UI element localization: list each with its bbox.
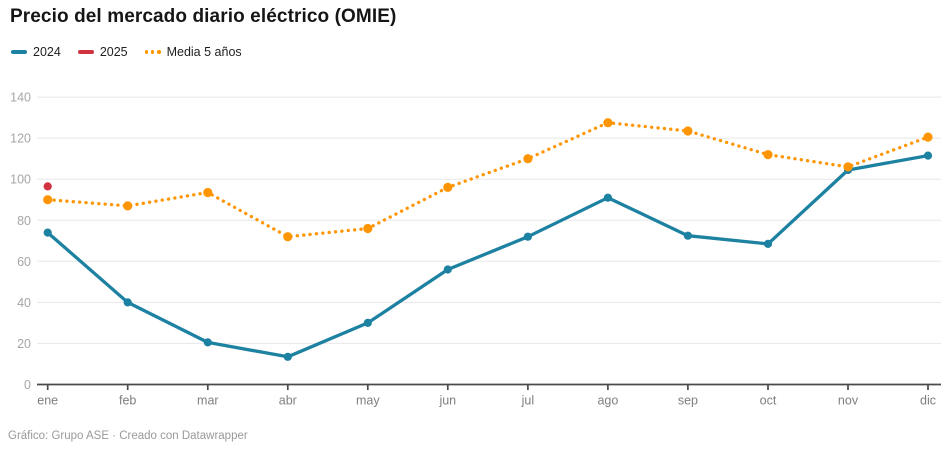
series-media-5-a-os	[43, 118, 933, 242]
data-point-2024[interactable]	[603, 193, 613, 202]
data-point-2024[interactable]	[203, 338, 212, 347]
data-point-media-5-a-os[interactable]	[843, 162, 853, 172]
data-point-media-5-a-os[interactable]	[123, 201, 133, 211]
y-tick-label: 60	[17, 255, 31, 269]
gridlines	[37, 96, 941, 386]
data-point-media-5-a-os[interactable]	[523, 154, 533, 164]
data-point-media-5-a-os[interactable]	[923, 132, 933, 142]
series-line-2024	[46, 153, 930, 359]
legend-dot	[157, 50, 161, 54]
y-tick-label: 100	[10, 173, 31, 187]
legend-item-2024: 2024	[11, 45, 61, 59]
x-tick-label: may	[356, 394, 380, 408]
x-tick-label: oct	[760, 394, 777, 408]
x-tick-label: mar	[197, 394, 219, 408]
data-point-media-5-a-os[interactable]	[603, 118, 613, 128]
x-tick-label: sep	[678, 394, 698, 408]
x-axis-ticks	[46, 384, 929, 390]
chart-title: Precio del mercado diario eléctrico (OMI…	[10, 6, 397, 27]
data-point-2024[interactable]	[123, 298, 132, 307]
y-tick-label: 140	[10, 91, 31, 105]
legend-swatch-media-5-anos	[144, 50, 161, 54]
data-point-2024[interactable]	[43, 228, 52, 237]
y-tick-label: 40	[17, 296, 31, 310]
data-point-media-5-a-os[interactable]	[203, 187, 213, 198]
x-tick-label: feb	[119, 394, 136, 408]
legend-swatch-2024	[11, 50, 27, 54]
legend-dot	[150, 50, 155, 54]
data-point-2025[interactable]	[43, 182, 52, 191]
x-axis-labels: ene feb mar abr may jun jul ago sep oct nov dic	[37, 394, 936, 408]
data-point-media-5-a-os[interactable]	[363, 223, 373, 234]
legend-swatch-2025	[77, 50, 94, 54]
y-tick-label: 120	[10, 132, 31, 146]
data-point-2024[interactable]	[283, 352, 292, 361]
legend-label-2025: 2025	[99, 45, 128, 59]
data-point-media-5-a-os[interactable]	[443, 182, 453, 192]
data-point-media-5-a-os[interactable]	[283, 232, 293, 242]
legend-item-2025: 2025	[77, 45, 128, 59]
legend-label-media-5-anos: Media 5 años	[166, 45, 242, 59]
y-axis-labels: 0 20 40 60 80 100 120 140	[10, 91, 31, 392]
y-tick-label: 80	[17, 214, 31, 228]
data-point-2024[interactable]	[923, 151, 933, 160]
series-line-media-5-a-os	[46, 121, 930, 239]
x-tick-label: ene	[37, 394, 58, 408]
x-tick-label: jun	[438, 394, 456, 408]
data-point-2024[interactable]	[363, 318, 372, 327]
x-tick-label: jul	[521, 394, 535, 408]
x-tick-label: ago	[597, 394, 618, 408]
legend-label-2024: 2024	[33, 45, 61, 59]
series-2024	[43, 151, 933, 361]
x-tick-label: dic	[920, 394, 936, 408]
data-point-2024[interactable]	[443, 265, 452, 274]
series-2025	[43, 182, 52, 191]
data-point-2024[interactable]	[763, 239, 773, 248]
y-tick-label: 0	[24, 378, 31, 392]
legend-item-media-5-anos: Media 5 años	[144, 45, 242, 59]
chart-attribution: Gráfico: Grupo ASE · Creado con Datawrap…	[8, 430, 248, 442]
legend: 2024 2025 Media 5 años	[11, 45, 242, 59]
data-point-media-5-a-os[interactable]	[43, 195, 53, 205]
data-point-2024[interactable]	[683, 231, 693, 240]
x-tick-label: nov	[838, 394, 859, 408]
y-tick-label: 20	[17, 337, 31, 351]
legend-dot	[144, 50, 149, 54]
x-tick-label: abr	[279, 394, 297, 408]
data-point-media-5-a-os[interactable]	[763, 150, 773, 160]
data-point-2024[interactable]	[523, 232, 533, 241]
data-point-media-5-a-os[interactable]	[683, 126, 693, 136]
